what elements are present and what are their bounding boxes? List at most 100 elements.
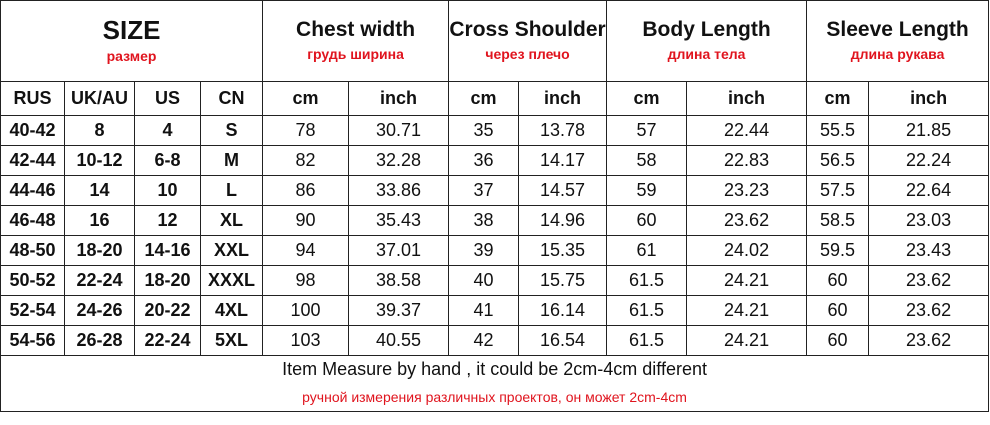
- table-cell: 4: [134, 115, 201, 146]
- table-cell: 60: [806, 265, 870, 296]
- table-cell: 15.75: [518, 265, 608, 296]
- cross-shoulder-title: Cross Shoulder: [449, 18, 606, 41]
- table-cell: 5XL: [199, 325, 264, 356]
- table-cell: 57.5: [806, 175, 870, 206]
- table-cell: 14: [64, 175, 135, 206]
- table-cell: 60: [606, 205, 688, 236]
- table-cell: 94: [262, 235, 350, 266]
- unit-header-cell: UK/AU: [64, 81, 135, 116]
- footer-note-ru-row: ручной измерения различных проектов, он …: [0, 383, 990, 412]
- unit-header-cell: inch: [348, 81, 450, 116]
- table-cell: 39: [448, 235, 520, 266]
- table-cell: 23.23: [686, 175, 808, 206]
- table-row: 52-54 24-26 20-22 4XL 100 39.37 41 16.14 61.5 24.…: [0, 295, 990, 326]
- body-length-subtitle: длина тела: [667, 46, 746, 62]
- table-cell: 16: [64, 205, 135, 236]
- table-cell: 13.78: [518, 115, 608, 146]
- table-cell: 42: [448, 325, 520, 356]
- unit-header-cell: US: [134, 81, 201, 116]
- table-cell: 24.21: [686, 265, 808, 296]
- unit-header-cell: cm: [806, 81, 870, 116]
- table-cell: 61.5: [606, 265, 688, 296]
- table-cell: 46-48: [0, 205, 65, 236]
- table-cell: 54-56: [0, 325, 65, 356]
- size-title: SIZE: [102, 15, 161, 45]
- table-cell: 40-42: [0, 115, 65, 146]
- cross-shoulder-subtitle: через плечо: [485, 46, 570, 62]
- chest-width-subtitle: грудь ширина: [307, 46, 404, 62]
- table-cell: 35.43: [348, 205, 450, 236]
- table-row: 46-48 16 12 XL 90 35.43 38 14.96 60 23.62 58.5 23.0…: [0, 205, 990, 236]
- size-chart-table: SIZE размер Chest width грудь ширина Cro…: [0, 0, 990, 412]
- table-cell: 60: [806, 325, 870, 356]
- table-cell: 55.5: [806, 115, 870, 146]
- table-cell: 61.5: [606, 295, 688, 326]
- table-cell: 40: [448, 265, 520, 296]
- unit-header-cell: RUS: [0, 81, 65, 116]
- table-cell: 23.62: [686, 205, 808, 236]
- unit-header-cell: cm: [262, 81, 350, 116]
- table-cell: 52-54: [0, 295, 65, 326]
- table-cell: 20-22: [134, 295, 201, 326]
- table-cell: 58.5: [806, 205, 870, 236]
- table-cell: 35: [448, 115, 520, 146]
- table-cell: 23.43: [868, 235, 990, 266]
- table-cell: 41: [448, 295, 520, 326]
- table-cell: 22.64: [868, 175, 990, 206]
- chest-width-title: Chest width: [296, 18, 416, 41]
- table-cell: 12: [134, 205, 201, 236]
- table-cell: 23.62: [868, 295, 990, 326]
- sleeve-length-title: Sleeve Length: [826, 18, 969, 41]
- table-cell: 78: [262, 115, 350, 146]
- table-cell: L: [199, 175, 264, 206]
- body-length-header: Body Length длина тела: [606, 0, 808, 82]
- table-cell: 6-8: [134, 145, 201, 176]
- table-cell: 82: [262, 145, 350, 176]
- table-cell: 100: [262, 295, 350, 326]
- table-cell: 36: [448, 145, 520, 176]
- table-cell: XXL: [199, 235, 264, 266]
- table-cell: 86: [262, 175, 350, 206]
- table-cell: 22-24: [134, 325, 201, 356]
- table-cell: 90: [262, 205, 350, 236]
- table-cell: 32.28: [348, 145, 450, 176]
- table-cell: 21.85: [868, 115, 990, 146]
- table-cell: 14.57: [518, 175, 608, 206]
- table-row: 50-52 22-24 18-20 XXXL 98 38.58 40 15.75 61.5 24.…: [0, 265, 990, 296]
- table-cell: 8: [64, 115, 135, 146]
- table-cell: S: [199, 115, 264, 146]
- table-cell: 103: [262, 325, 350, 356]
- table-cell: 10: [134, 175, 201, 206]
- table-cell: 22.44: [686, 115, 808, 146]
- table-cell: 33.86: [348, 175, 450, 206]
- table-cell: 24.21: [686, 325, 808, 356]
- table-cell: 30.71: [348, 115, 450, 146]
- table-cell: 42-44: [0, 145, 65, 176]
- unit-header-cell: inch: [686, 81, 808, 116]
- table-cell: XXXL: [199, 265, 264, 296]
- table-cell: 22.83: [686, 145, 808, 176]
- size-header-cell: SIZE размер: [0, 0, 264, 82]
- table-cell: 37: [448, 175, 520, 206]
- table-cell: 98: [262, 265, 350, 296]
- table-cell: 10-12: [64, 145, 135, 176]
- table-cell: 14-16: [134, 235, 201, 266]
- table-row: 48-50 18-20 14-16 XXL 94 37.01 39 15.35 61 24.02 5…: [0, 235, 990, 266]
- table-cell: 38: [448, 205, 520, 236]
- table-cell: 39.37: [348, 295, 450, 326]
- footer-note-ru: ручной измерения различных проектов, он …: [0, 383, 990, 412]
- table-cell: 56.5: [806, 145, 870, 176]
- table-cell: 23.62: [868, 265, 990, 296]
- table-cell: 61: [606, 235, 688, 266]
- table-cell: M: [199, 145, 264, 176]
- footer-note-row: Item Measure by hand , it could be 2cm-4…: [0, 355, 990, 384]
- table-cell: 15.35: [518, 235, 608, 266]
- table-cell: 22-24: [64, 265, 135, 296]
- unit-header-cell: CN: [199, 81, 264, 116]
- table-cell: 18-20: [134, 265, 201, 296]
- table-cell: 18-20: [64, 235, 135, 266]
- table-cell: 59: [606, 175, 688, 206]
- table-cell: 14.96: [518, 205, 608, 236]
- unit-header-cell: inch: [868, 81, 990, 116]
